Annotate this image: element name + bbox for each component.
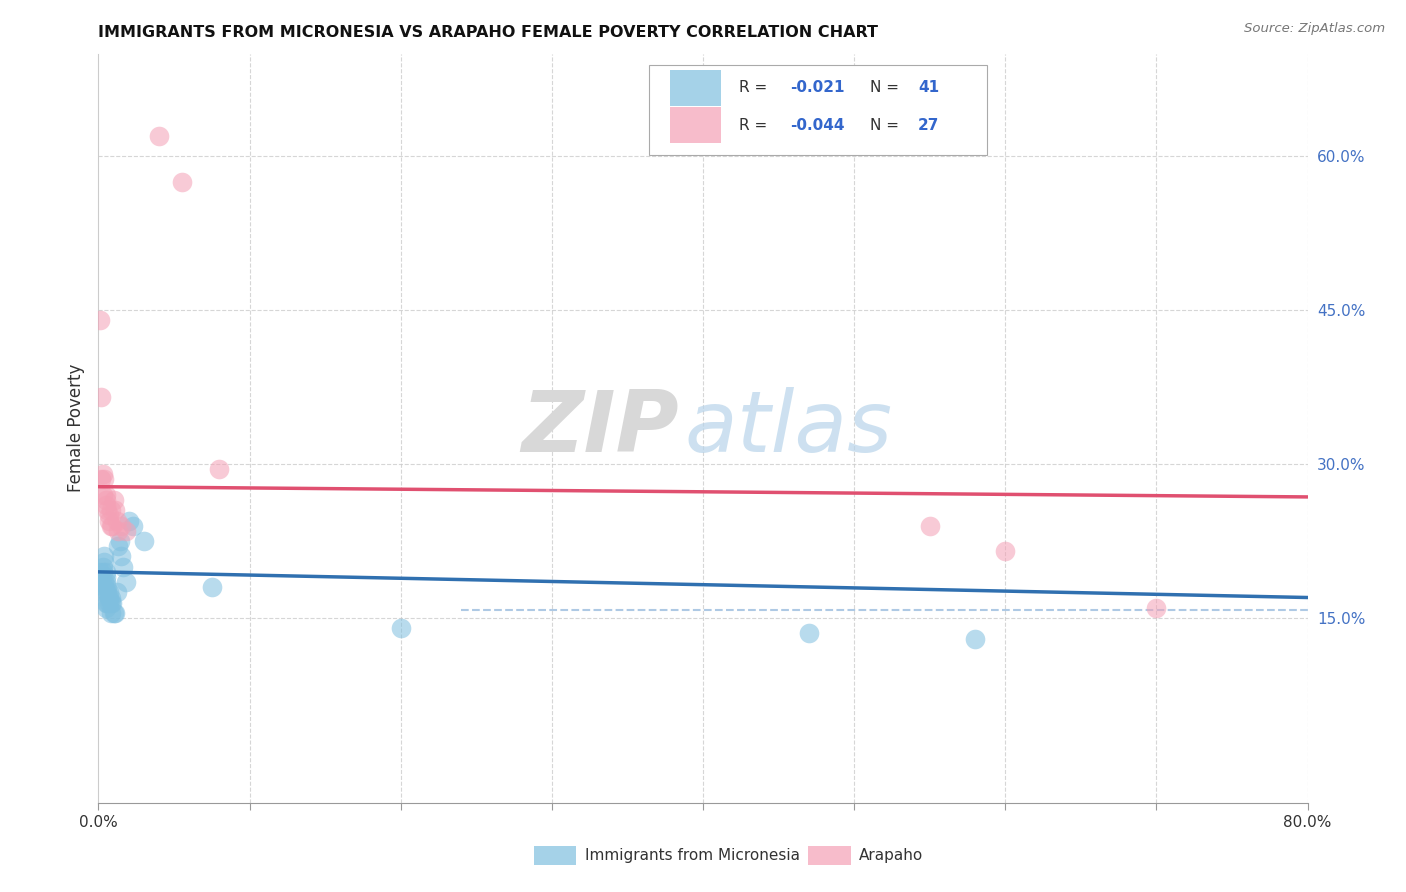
Point (96, 585, 118, 599)
FancyBboxPatch shape (671, 70, 721, 106)
Text: 41: 41 (918, 80, 939, 95)
Point (94, 596, 117, 610)
Point (91, 559, 114, 574)
Point (101, 596, 124, 610)
Text: 27: 27 (918, 118, 939, 133)
Point (114, 524, 136, 538)
Point (104, 606, 127, 620)
Point (208, 462, 231, 476)
Point (94, 498, 117, 512)
Point (100, 606, 122, 620)
Point (104, 503, 127, 517)
Point (93, 549, 115, 564)
Point (90, 473, 112, 487)
Point (91, 565, 114, 579)
Point (93, 555, 115, 569)
Point (1144, 600, 1167, 615)
Point (98, 514, 121, 528)
Text: N =: N = (870, 118, 904, 133)
Point (965, 632, 987, 646)
Point (98, 591, 121, 605)
Point (94, 575, 117, 590)
Point (100, 518, 122, 533)
Point (797, 626, 820, 640)
Point (994, 544, 1017, 558)
Point (170, 175, 193, 189)
Point (98, 508, 121, 523)
Point (96, 580, 118, 594)
Point (94, 565, 117, 579)
Point (118, 514, 141, 528)
Point (103, 493, 125, 508)
Point (201, 580, 224, 594)
Point (94, 600, 117, 615)
Point (122, 518, 145, 533)
Point (110, 518, 132, 533)
Point (93, 575, 115, 590)
Point (389, 621, 412, 635)
Point (103, 606, 125, 620)
Point (100, 596, 122, 610)
FancyBboxPatch shape (648, 65, 987, 154)
Point (90, 390, 112, 404)
Point (94, 585, 117, 599)
Text: atlas: atlas (685, 386, 893, 470)
Point (114, 575, 136, 590)
Point (101, 518, 124, 533)
Point (90, 575, 112, 590)
Point (98, 585, 121, 599)
Text: Source: ZipAtlas.com: Source: ZipAtlas.com (1244, 22, 1385, 36)
Point (93, 580, 115, 594)
Text: Immigrants from Micronesia: Immigrants from Micronesia (585, 848, 800, 863)
Point (96, 596, 118, 610)
Point (91, 467, 114, 482)
Point (111, 559, 134, 574)
Text: R =: R = (740, 80, 772, 95)
Point (94, 493, 117, 508)
Point (94, 570, 117, 584)
Point (89, 313, 111, 327)
Text: -0.021: -0.021 (790, 80, 845, 95)
Point (132, 534, 155, 549)
Point (91, 488, 114, 502)
Point (107, 539, 129, 553)
Text: IMMIGRANTS FROM MICRONESIA VS ARAPAHO FEMALE POVERTY CORRELATION CHART: IMMIGRANTS FROM MICRONESIA VS ARAPAHO FE… (98, 25, 879, 40)
Point (100, 503, 122, 517)
Point (93, 473, 115, 487)
Point (89, 565, 111, 579)
FancyBboxPatch shape (671, 107, 721, 144)
Point (107, 524, 129, 538)
Point (100, 591, 122, 605)
Point (94, 488, 117, 502)
Point (96, 503, 118, 517)
Point (918, 518, 941, 533)
Text: ZIP: ZIP (522, 386, 679, 470)
Text: -0.044: -0.044 (790, 118, 845, 133)
Point (98, 596, 121, 610)
Point (105, 514, 128, 528)
Point (148, 128, 170, 143)
Point (90, 570, 112, 584)
Point (91, 585, 114, 599)
Point (108, 534, 131, 549)
Text: N =: N = (870, 80, 904, 95)
Point (105, 585, 128, 599)
Text: R =: R = (740, 118, 772, 133)
Point (110, 549, 132, 564)
Text: Arapaho: Arapaho (859, 848, 924, 863)
Y-axis label: Female Poverty: Female Poverty (66, 364, 84, 492)
